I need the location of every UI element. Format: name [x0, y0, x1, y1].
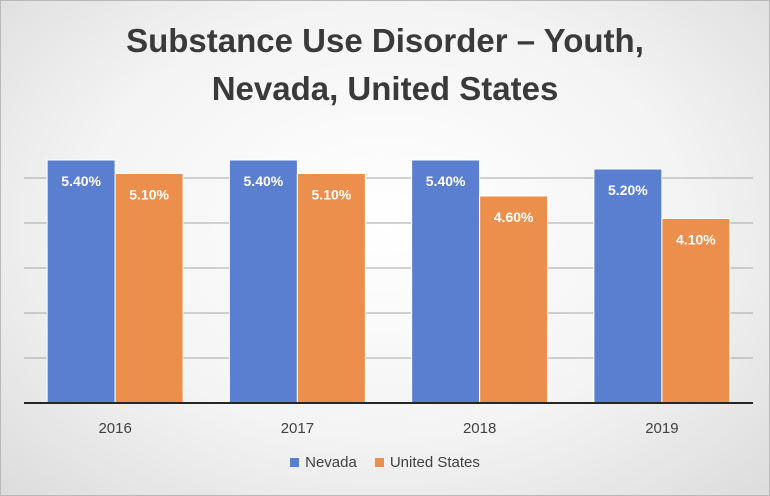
legend-item-nevada: Nevada — [290, 454, 357, 471]
legend-swatch-nevada — [290, 458, 300, 467]
chart-title-line-1: Substance Use Disorder – Youth, — [126, 22, 644, 59]
data-label: 5.10% — [312, 187, 352, 203]
data-label: 5.40% — [61, 173, 101, 189]
data-label: 4.60% — [494, 209, 534, 225]
legend-item-united-states: United States — [374, 454, 480, 471]
x-tick-label: 2016 — [98, 420, 131, 437]
data-label: 4.10% — [676, 232, 716, 248]
chart-title-line-2: Nevada, United States — [211, 70, 559, 107]
legend-swatch-united-states — [374, 458, 384, 467]
bar-nevada-2017 — [228, 159, 298, 404]
x-tick-label: 2019 — [645, 420, 678, 437]
x-tick-label: 2017 — [281, 420, 314, 437]
legend: Nevada United States — [1, 454, 769, 471]
legend-label-nevada: Nevada — [305, 454, 357, 471]
data-label: 5.10% — [129, 187, 169, 203]
legend-label-united-states: United States — [389, 454, 480, 471]
data-label: 5.40% — [426, 173, 466, 189]
bar-united-states-2019 — [661, 218, 731, 404]
data-label: 5.20% — [608, 182, 648, 198]
bar-nevada-2018 — [411, 159, 481, 404]
x-tick-label: 2018 — [463, 420, 496, 437]
bar-united-states-2016 — [114, 173, 184, 404]
bar-nevada-2016 — [46, 159, 116, 404]
chart-title: Substance Use Disorder – Youth, Nevada, … — [1, 17, 769, 113]
bar-united-states-2017 — [296, 173, 366, 404]
bar-nevada-2019 — [593, 168, 663, 404]
data-label: 5.40% — [244, 173, 284, 189]
bar-united-states-2018 — [479, 195, 549, 404]
